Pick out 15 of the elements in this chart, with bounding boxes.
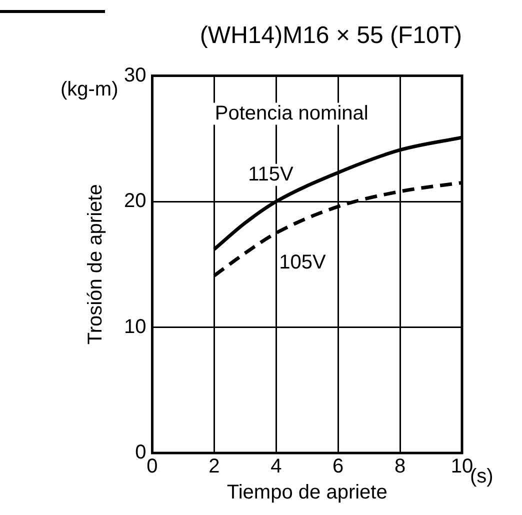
chart-title: (WH14)M16 × 55 (F10T) [200, 22, 462, 50]
x-tick-label: 8 [394, 456, 406, 478]
text: (kg-m) [60, 78, 118, 100]
annotation: Potencia nominal [214, 102, 368, 124]
series-label: 105V [279, 251, 327, 274]
y-axis-title: Trosión de apriete [84, 184, 107, 345]
y-tick-label: 30 [124, 64, 146, 86]
y-tick-label: 20 [124, 190, 146, 212]
x-axis-title: Tiempo de apriete [226, 482, 388, 504]
series-label: 115V [248, 163, 294, 186]
x-tick-label: 4 [270, 456, 282, 478]
y-tick-label: 0 [135, 442, 146, 464]
y-tick-label: 10 [124, 316, 146, 338]
x-tick-label: 6 [332, 456, 344, 478]
x-tick-label: 2 [208, 456, 220, 478]
